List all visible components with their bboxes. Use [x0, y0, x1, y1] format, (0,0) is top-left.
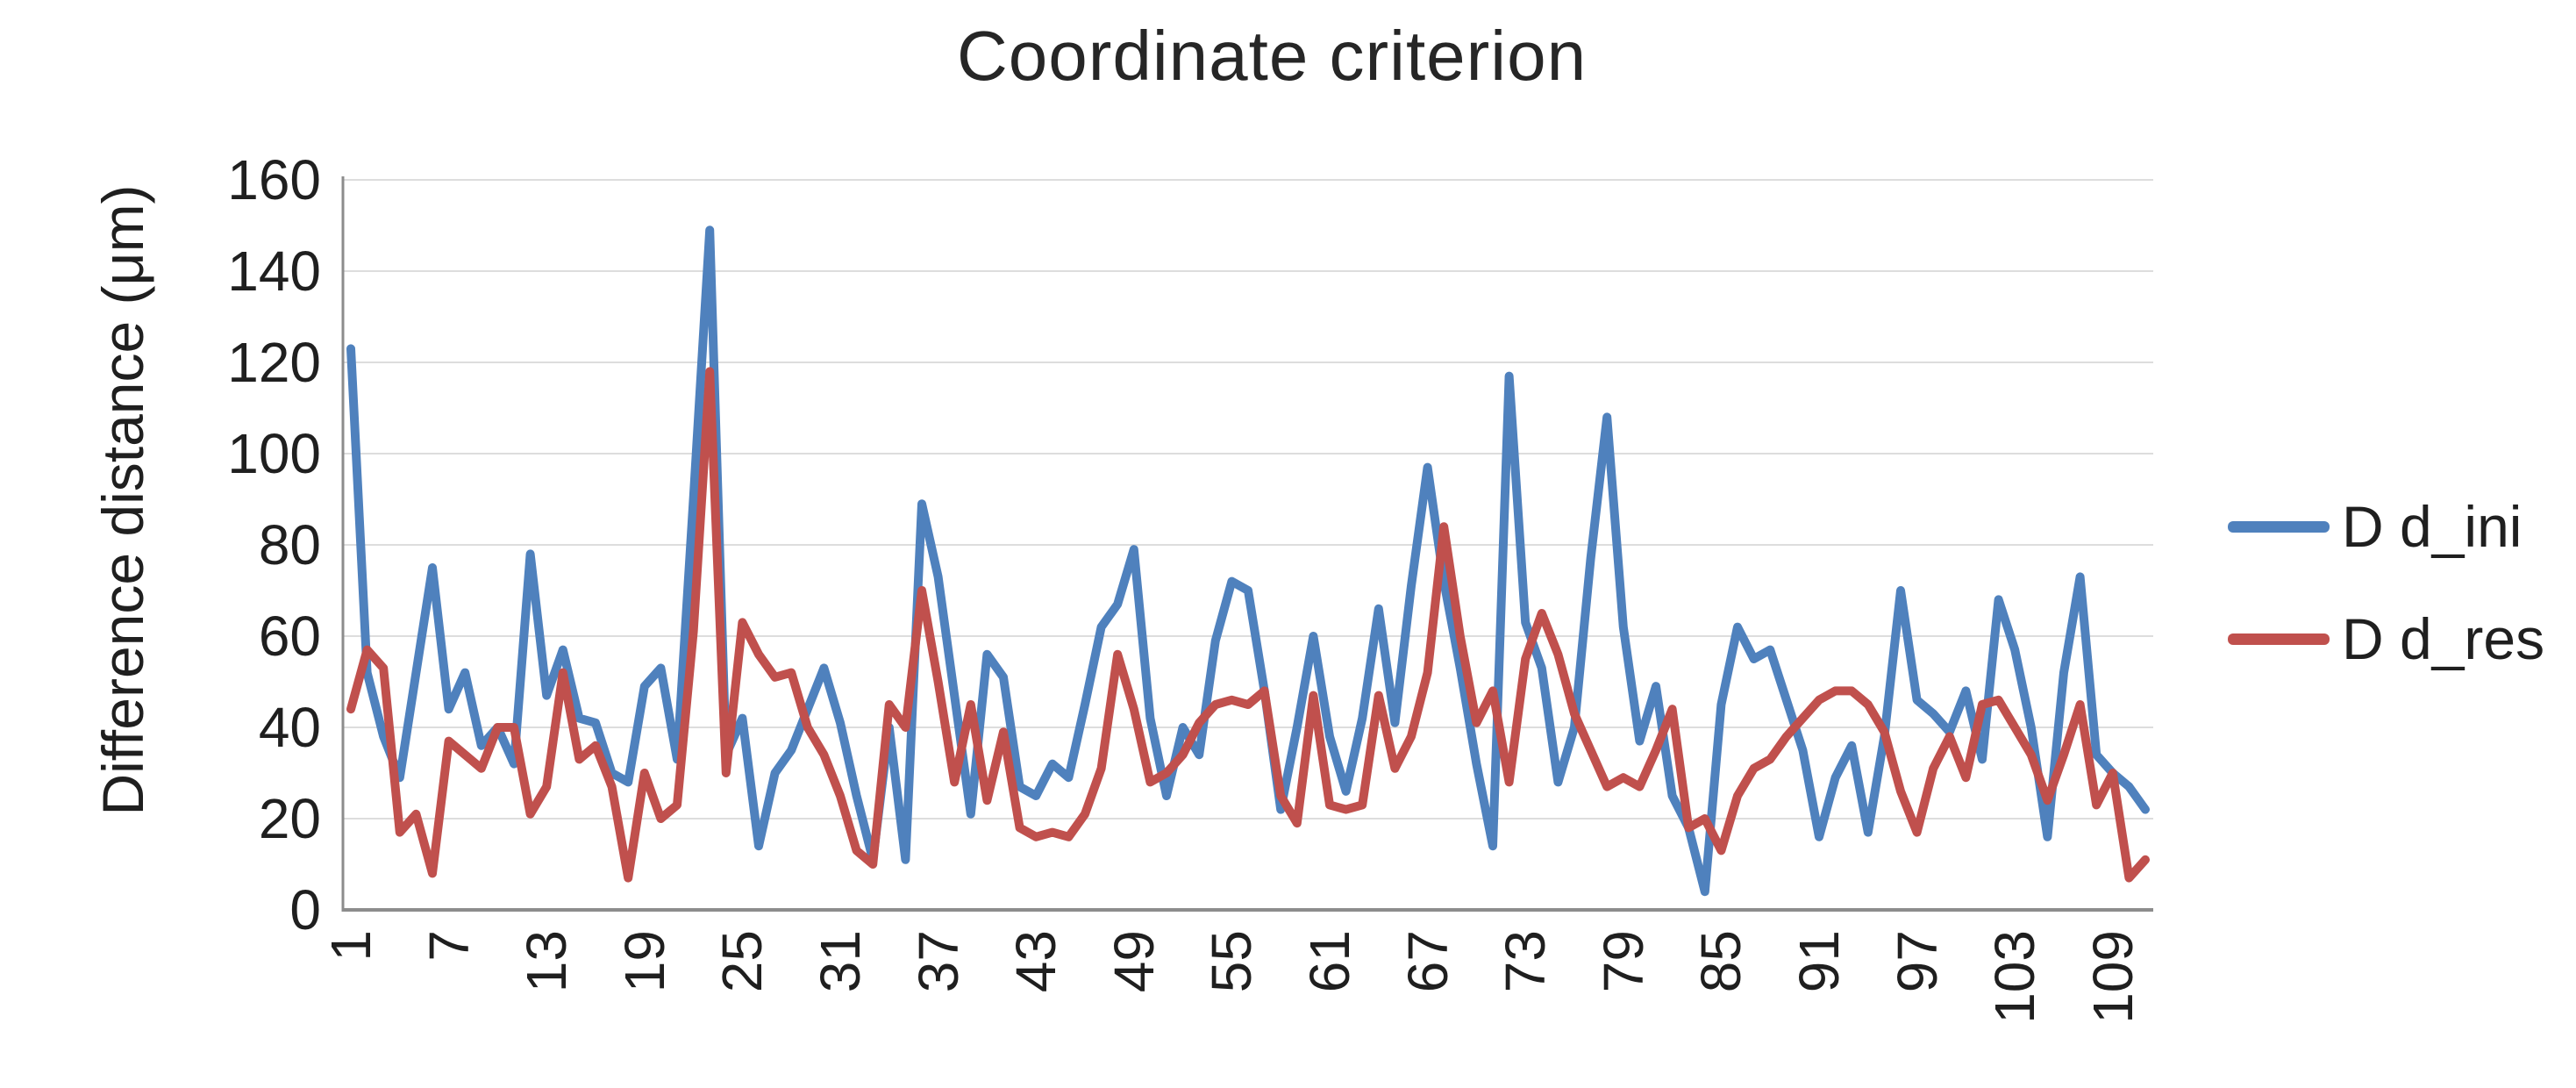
- x-tick-label: 73: [1494, 930, 1558, 993]
- x-tick-label: 55: [1200, 930, 1264, 993]
- y-tick-label: 100: [227, 422, 321, 485]
- legend-label-d-ini: D d_ini: [2342, 494, 2522, 559]
- x-tick-label: 37: [906, 930, 970, 993]
- x-tick-label: 109: [2080, 930, 2144, 1024]
- x-tick-label: 97: [1885, 930, 1949, 993]
- chart-title: Coordinate criterion: [956, 17, 1588, 95]
- x-tick-label: 61: [1298, 930, 1361, 993]
- x-tick-label: 7: [417, 930, 481, 962]
- x-tick-label: 19: [612, 930, 676, 993]
- x-tick-label: 85: [1689, 930, 1753, 993]
- legend-label-d-res: D d_res: [2342, 606, 2545, 671]
- y-tick-label: 80: [258, 513, 321, 576]
- legend-item-d-res: D d_res: [2228, 604, 2544, 674]
- y-tick-label: 0: [289, 878, 321, 941]
- y-tick-label: 120: [227, 331, 321, 394]
- y-tick-label: 20: [258, 787, 321, 850]
- x-tick-label: 49: [1102, 930, 1166, 993]
- x-tick-label: 79: [1591, 930, 1655, 993]
- y-tick-label: 160: [227, 148, 321, 211]
- legend-line-sample-d-res: [2228, 633, 2330, 645]
- legend: D d_ini D d_res: [2228, 491, 2544, 716]
- x-tick-label: 103: [1983, 930, 2047, 1024]
- series-line-d-d_res: [346, 367, 2150, 883]
- x-tick-label: 25: [710, 930, 774, 993]
- x-tick-label: 67: [1395, 930, 1459, 993]
- legend-item-d-ini: D d_ini: [2228, 491, 2544, 562]
- y-tick-label: 40: [258, 696, 321, 759]
- y-axis-title: Difference distance (μm): [90, 184, 155, 816]
- y-tick-label: 60: [258, 605, 321, 668]
- x-tick-label: 91: [1788, 930, 1851, 993]
- x-tick-label: 43: [1004, 930, 1068, 993]
- x-tick-label: 1: [319, 930, 382, 962]
- y-tick-label: 140: [227, 240, 321, 303]
- series-line-d-d_ini: [346, 225, 2150, 897]
- x-tick-label: 31: [809, 930, 872, 993]
- x-tick-label: 13: [515, 930, 579, 993]
- legend-line-sample-d-ini: [2228, 520, 2330, 533]
